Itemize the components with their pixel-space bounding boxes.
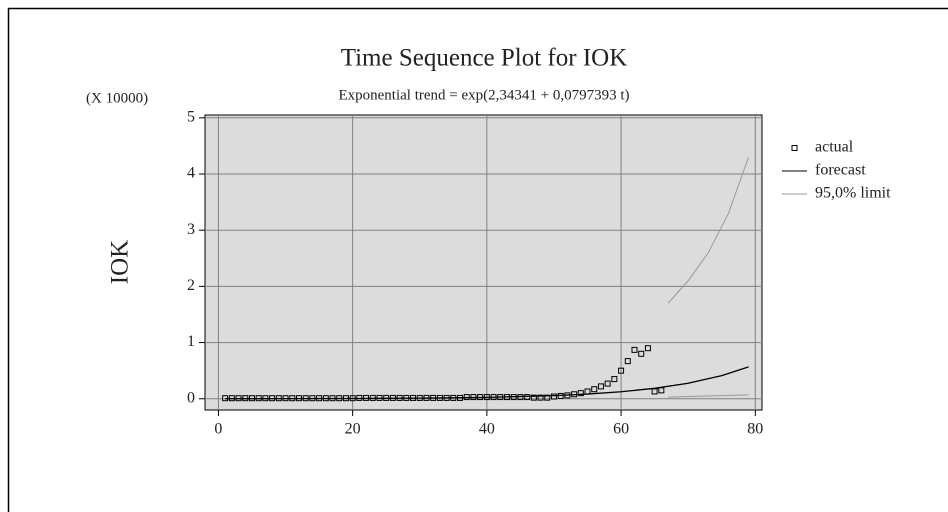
data-point [550, 393, 557, 400]
upper-limit [667, 156, 750, 304]
forecast-line [225, 366, 749, 400]
x-tick-label: 60 [613, 421, 629, 438]
legend-label: 95,0% limit [815, 185, 891, 202]
data-point [638, 350, 645, 357]
data-point [577, 390, 584, 397]
axis-multiplier: (X 10000) [86, 90, 148, 106]
y-tick-label: 0 [187, 389, 195, 406]
frame [7, 7, 948, 512]
chart-subtitle: Exponential trend = exp(2,34341 + 0,0797… [338, 87, 629, 103]
data-point [524, 394, 531, 401]
y-tick-label: 2 [187, 277, 195, 294]
data-point [537, 394, 544, 401]
x-tick-label: 20 [345, 421, 361, 438]
y-tick-label: 3 [187, 221, 195, 238]
data-point [618, 367, 625, 374]
x-tick-label: 80 [747, 421, 763, 438]
lower-limit [668, 394, 749, 398]
x-tick-label: 0 [214, 421, 222, 438]
y-tick-label: 1 [187, 333, 195, 350]
y-tick-label: 4 [187, 165, 195, 182]
data-point [611, 376, 618, 383]
legend-marker [791, 145, 798, 151]
x-tick-label: 40 [479, 421, 495, 438]
data-point [604, 380, 611, 387]
data-point [530, 394, 537, 401]
data-point [631, 346, 638, 353]
y-axis-label: IOK [107, 240, 134, 284]
chart-title: Time Sequence Plot for IOK [341, 45, 628, 72]
data-point [597, 383, 604, 390]
data-point [591, 386, 598, 393]
plot-area [204, 114, 763, 411]
data-point [624, 358, 631, 365]
data-point [644, 345, 651, 352]
legend-label: forecast [815, 162, 866, 179]
y-tick-label: 5 [187, 108, 195, 125]
legend-label: actual [815, 139, 854, 156]
